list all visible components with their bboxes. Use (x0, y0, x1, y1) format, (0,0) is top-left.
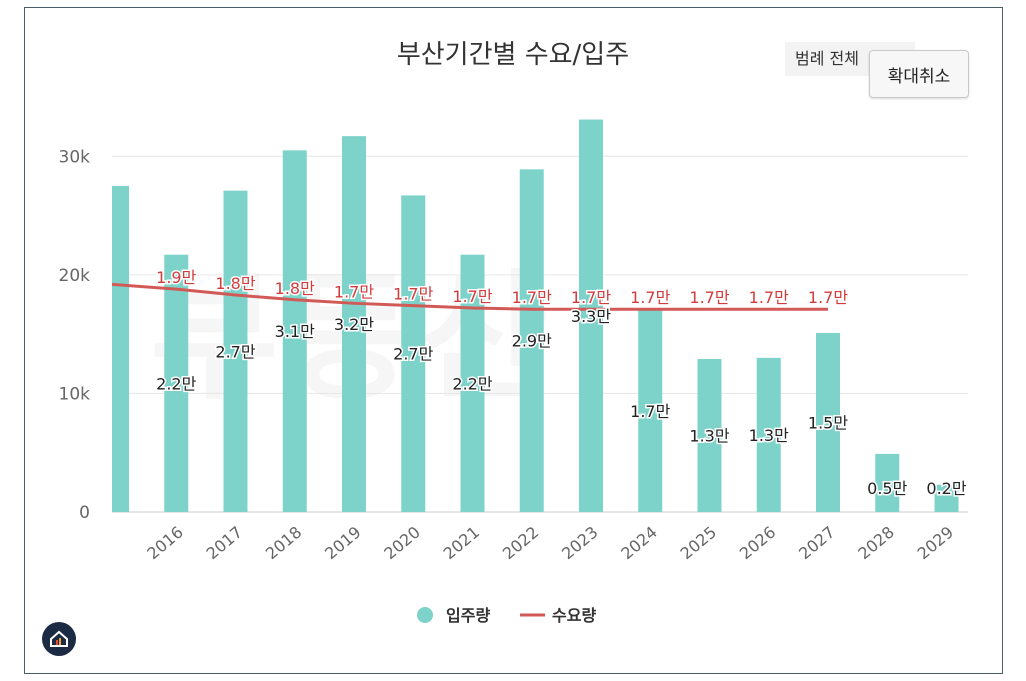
bar (460, 254, 485, 512)
bar-data-label: 2.7만 (215, 342, 255, 361)
bar-data-label: 2.2만 (156, 374, 196, 393)
x-tick-label: 2020 (380, 523, 423, 564)
bar (934, 484, 959, 512)
demand-data-label: 1.7만 (749, 288, 789, 307)
x-tick-label: 2018 (262, 523, 305, 564)
x-tick-label: 2021 (440, 523, 483, 564)
demand-data-label: 1.7만 (571, 288, 611, 307)
chart-title: 부산기간별 수요/입주 (396, 40, 630, 70)
home-logo-icon[interactable] (42, 622, 76, 656)
bar (223, 190, 248, 512)
x-tick-label: 2026 (736, 523, 779, 564)
demand-line (111, 282, 828, 311)
bar (164, 254, 189, 512)
bar (756, 357, 781, 512)
demand-data-label: 1.8만 (215, 274, 255, 293)
x-tick-label: 2027 (795, 523, 838, 564)
bar (579, 119, 603, 513)
bar-data-label: 1.5만 (808, 413, 848, 432)
demand-data-label: 1.7만 (393, 285, 433, 304)
legend-label-demand: 수요량 (552, 606, 596, 625)
bar-data-label: 0.2만 (926, 479, 966, 498)
bar (875, 453, 900, 512)
demand-data-label: 1.7만 (452, 287, 492, 306)
x-tick-label: 2024 (617, 523, 660, 564)
bar (112, 185, 129, 512)
demand-data-label: 1.7만 (689, 288, 729, 307)
x-tick-label: 2025 (677, 523, 720, 564)
bar (519, 169, 544, 513)
bar (342, 136, 366, 512)
bar-data-label: 3.2만 (334, 315, 374, 334)
bar-data-label: 1.3만 (749, 426, 789, 445)
bar (697, 359, 722, 512)
bar (282, 150, 307, 512)
x-tick-label: 2019 (321, 523, 364, 564)
demand-data-label: 1.8만 (275, 279, 315, 298)
demand-data-label: 1.9만 (156, 268, 196, 287)
bar (638, 310, 663, 512)
bar-data-label: 1.7만 (630, 402, 670, 421)
x-tick-label: 2022 (499, 523, 542, 564)
y-tick-label: 20k (59, 266, 91, 286)
legend-label-supply: 입주량 (446, 606, 490, 625)
x-tick-label: 2029 (914, 523, 957, 564)
legend-marker-supply (417, 607, 433, 623)
x-tick-label: 2028 (854, 523, 897, 564)
demand-data-label: 1.7만 (808, 288, 848, 307)
x-tick-label: 2023 (558, 523, 601, 564)
y-tick-label: 10k (59, 384, 91, 404)
bar-data-label: 2.9만 (512, 332, 552, 351)
bar-data-label: 1.3만 (689, 427, 729, 446)
bar-data-label: 0.5만 (867, 479, 907, 498)
bar-data-label: 2.2만 (452, 374, 492, 393)
x-tick-label: 2017 (203, 523, 246, 564)
demand-data-label: 1.7만 (512, 288, 552, 307)
bar (816, 332, 840, 512)
x-tick-label: 2016 (143, 523, 186, 564)
y-tick-label: 30k (59, 147, 91, 167)
bar-data-label: 3.1만 (275, 322, 315, 341)
demand-data-label: 1.7만 (630, 288, 670, 307)
bar-data-label: 3.3만 (571, 307, 611, 326)
zoom-reset-button[interactable]: 확대취소 (869, 50, 969, 98)
bar (401, 195, 426, 512)
y-tick-label: 0 (79, 503, 90, 523)
demand-data-label: 1.7만 (334, 282, 374, 301)
bar-data-label: 2.7만 (393, 345, 433, 364)
